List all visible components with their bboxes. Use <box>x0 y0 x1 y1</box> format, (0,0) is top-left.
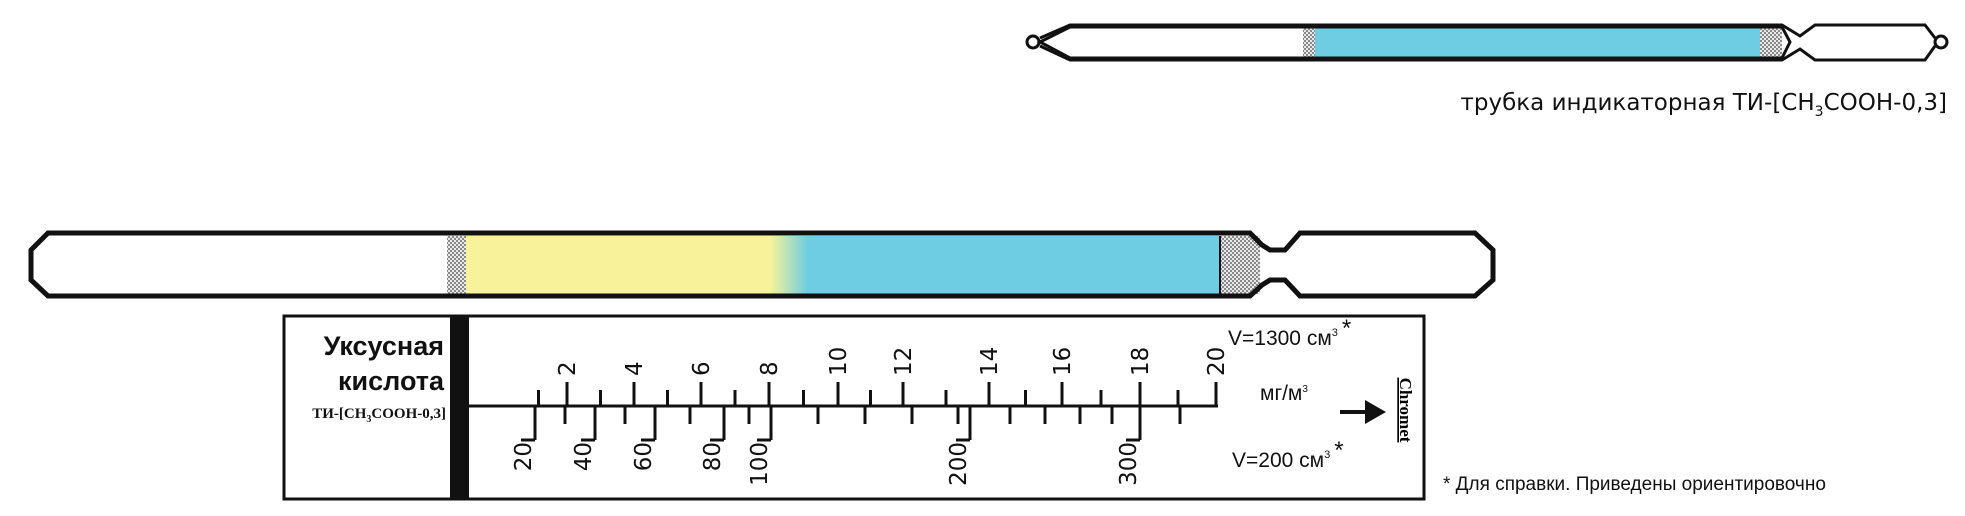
small-tube-reagent <box>1315 27 1760 58</box>
substance-name-line2: кислота <box>338 366 445 396</box>
substance-name-line1: Уксусная <box>324 331 444 361</box>
upper-scale: 2 4 6 8 10 12 14 16 18 20 <box>537 347 1230 406</box>
large-tube-unreacted-zone <box>807 236 1220 294</box>
small-tube-caption: трубка индикаторная ТИ-[CH3COOH-0,3] <box>1461 90 1948 120</box>
large-indicator-tube <box>28 230 1496 299</box>
upper-tick-label: 12 <box>891 347 917 376</box>
small-tube-tip-right <box>1933 34 1949 50</box>
unit-label: мг/м3 <box>1260 382 1308 405</box>
lower-tick-label: 200 <box>946 442 972 486</box>
scale-card: Уксусная кислота ТИ-[CH3COOH-0,3] 2 4 6 8 10… <box>282 314 1426 501</box>
lower-tick-label: 20 <box>511 442 537 471</box>
small-tube-filter-right <box>1760 27 1782 58</box>
small-tube-tip-left <box>1025 34 1041 50</box>
upper-tick-label: 6 <box>689 361 715 376</box>
lower-tick-label: 300 <box>1116 442 1142 486</box>
lower-tick-label: 60 <box>631 442 657 471</box>
large-tube-transition <box>770 236 808 294</box>
upper-tick-label: 8 <box>757 361 783 376</box>
scale-zero-bar <box>450 316 469 499</box>
small-tube-body <box>1036 25 1792 60</box>
upper-tick-label: 4 <box>622 361 648 376</box>
lower-tick-label: 100 <box>747 442 773 486</box>
footnote: * Для справки. Приведены ориентировочно <box>1443 474 1826 495</box>
lower-tick-label: 80 <box>700 442 726 471</box>
small-tube-filter-left <box>1303 27 1315 58</box>
lower-scale: 20 40 60 80 100 200 300 <box>511 406 1182 486</box>
tube-code: ТИ-[CH3COOH-0,3] <box>312 406 446 425</box>
upper-tick-label: 20 <box>1204 347 1230 376</box>
large-tube-filter-left <box>447 236 466 294</box>
lower-tick-label: 40 <box>571 442 597 471</box>
large-tube-filter-right <box>1220 236 1260 294</box>
upper-tick-label: 16 <box>1050 347 1076 376</box>
upper-tick-label: 18 <box>1128 347 1154 376</box>
small-indicator-tube: трубка индикаторная ТИ-[CH3COOH-0,3] <box>1025 23 1949 120</box>
arrow-right-icon <box>1340 400 1386 424</box>
large-tube-body <box>28 230 1496 299</box>
lower-volume-label: V=200 см3 * <box>1232 437 1344 472</box>
upper-tick-label: 10 <box>826 347 852 376</box>
upper-tick-label: 14 <box>977 347 1003 376</box>
manufacturer-logo: Chromet <box>1396 378 1415 443</box>
large-tube-stained-zone <box>466 236 771 294</box>
upper-tick-label: 2 <box>555 361 581 376</box>
upper-volume-label: V=1300 см3 * <box>1228 315 1351 350</box>
